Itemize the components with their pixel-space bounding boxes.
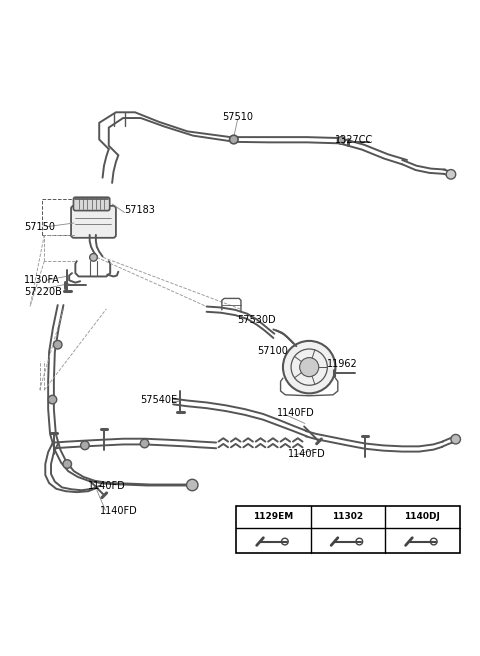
Text: 57100: 57100 (257, 346, 288, 356)
Bar (236, 506, 459, 553)
Circle shape (337, 136, 345, 144)
Text: 1140FD: 1140FD (277, 408, 315, 418)
Text: 57530D: 57530D (238, 316, 276, 325)
Text: 57510: 57510 (222, 112, 253, 122)
FancyBboxPatch shape (73, 197, 110, 211)
Circle shape (229, 135, 238, 144)
Text: 11302: 11302 (332, 512, 363, 522)
Text: 57150: 57150 (24, 222, 55, 232)
Text: 1129EM: 1129EM (253, 512, 294, 522)
Text: 1140FD: 1140FD (88, 482, 126, 491)
Text: 57183: 57183 (124, 205, 156, 215)
Text: 1140DJ: 1140DJ (404, 512, 440, 522)
Text: 1327CC: 1327CC (336, 135, 374, 146)
Text: 57220B: 57220B (24, 287, 62, 297)
Text: 1140FD: 1140FD (288, 449, 325, 459)
Circle shape (81, 441, 89, 450)
Text: 11962: 11962 (327, 359, 358, 369)
Circle shape (187, 480, 198, 491)
Circle shape (300, 358, 319, 377)
Circle shape (63, 460, 72, 468)
FancyBboxPatch shape (71, 206, 116, 238)
Circle shape (451, 434, 460, 444)
Text: 1140FD: 1140FD (100, 506, 137, 516)
Circle shape (53, 340, 62, 349)
Circle shape (90, 254, 97, 261)
Circle shape (446, 169, 456, 179)
Circle shape (140, 440, 149, 448)
Text: 1130FA: 1130FA (24, 276, 60, 285)
Text: 57540E: 57540E (140, 394, 177, 405)
Circle shape (48, 396, 57, 404)
Circle shape (283, 341, 336, 394)
